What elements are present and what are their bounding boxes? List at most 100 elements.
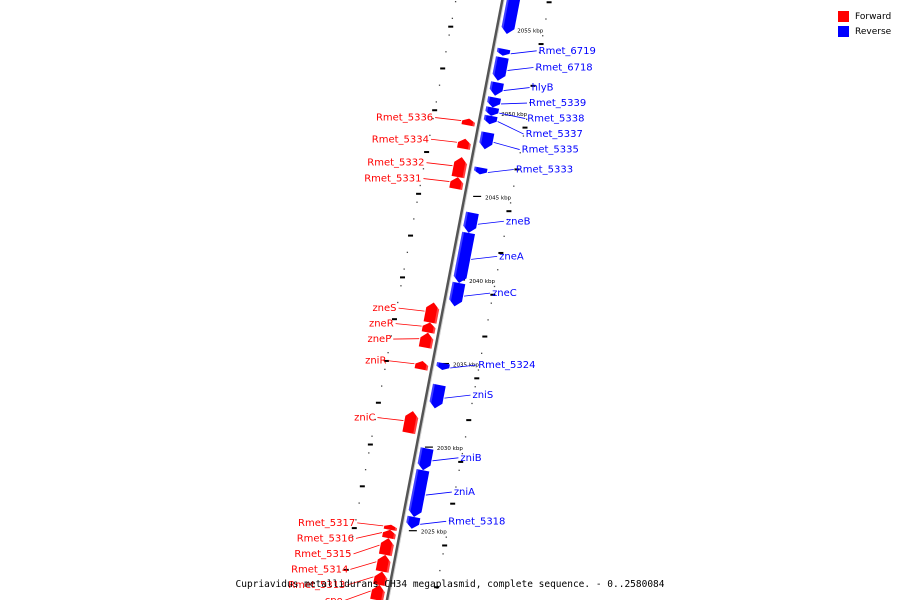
gene-label-leader	[471, 255, 498, 260]
gene-label: Rmet_5313	[288, 580, 345, 591]
scale-tick-label: 2030 kbp	[437, 446, 463, 452]
major-tick	[416, 192, 422, 195]
scale-tick-label: 2035 kbp	[453, 363, 479, 369]
minor-tick	[358, 502, 360, 504]
gene-label: Rmet_5316	[297, 533, 354, 544]
gene-Rmet_5316	[382, 529, 396, 540]
gene-label-leader	[357, 522, 384, 527]
gene-zniR	[414, 361, 429, 371]
gene-zniC	[402, 411, 419, 435]
minor-tick	[461, 452, 464, 455]
gene-shade	[478, 131, 484, 149]
minor-tick	[429, 134, 431, 137]
gene-label-leader	[398, 307, 425, 312]
major-tick	[359, 485, 365, 488]
minor-tick	[397, 301, 399, 304]
minor-tick	[487, 319, 489, 321]
minor-tick	[464, 436, 467, 438]
minor-tick	[490, 302, 492, 304]
gene-shade	[467, 139, 472, 150]
minor-tick	[445, 536, 447, 538]
minor-tick	[400, 285, 402, 287]
gene-label: zniS	[472, 390, 493, 401]
scale-tick-label: 2055 kbp	[517, 28, 543, 34]
gene-shade	[434, 303, 441, 324]
gene-zneP	[418, 332, 434, 349]
minor-tick	[445, 51, 447, 53]
minor-tick	[432, 117, 434, 120]
gene-zneC	[449, 281, 466, 307]
gene-label: Rmet_5331	[364, 174, 421, 185]
gene-label: Rmet_6718	[535, 63, 592, 74]
gene-label-leader	[432, 457, 459, 462]
gene-label: Rmet_5324	[478, 360, 535, 371]
gene-label-leader	[355, 532, 383, 539]
gene-zniS	[429, 383, 446, 409]
major-tick	[514, 168, 520, 171]
major-tick	[482, 335, 488, 338]
minor-tick	[364, 468, 367, 471]
gene-label: Rmet_6719	[539, 46, 596, 57]
backbone-highlight	[388, 0, 505, 600]
legend-forward-label: Forward	[855, 11, 892, 22]
gene-shade	[381, 585, 386, 600]
gene-shade	[407, 469, 419, 517]
gene-shade	[383, 572, 389, 587]
minor-tick	[451, 17, 454, 20]
gene-label: zneP	[367, 334, 391, 345]
minor-tick	[403, 268, 405, 270]
minor-tick	[368, 452, 370, 454]
major-tick	[383, 359, 389, 362]
major-tick	[440, 67, 446, 70]
gene-label-leader	[347, 576, 374, 586]
gene-label-leader	[477, 220, 504, 225]
scale-tick-label: 2025 kbp	[421, 530, 447, 536]
gene-shade	[435, 362, 440, 370]
gene-shade	[484, 106, 489, 116]
gene-Rmet_5337	[483, 114, 498, 125]
gene-label: Rmet_5338	[527, 114, 584, 125]
backbone-line	[385, 0, 505, 600]
major-tick	[498, 251, 504, 254]
gene-label: zneA	[499, 251, 524, 262]
minor-tick	[448, 519, 451, 522]
gene-zniA	[408, 469, 430, 517]
gene-shade	[460, 177, 465, 191]
gene-label-leader	[493, 141, 520, 150]
gene-Rmet_6719	[496, 47, 511, 56]
minor-tick	[477, 369, 480, 371]
gene-label-leader	[464, 292, 491, 297]
minor-tick	[458, 469, 460, 471]
major-tick	[474, 377, 480, 380]
gene-label: zneR	[369, 319, 394, 330]
legend-item-forward: Forward	[838, 9, 891, 24]
minor-tick	[513, 185, 515, 187]
minor-tick	[374, 418, 376, 421]
minor-tick	[455, 486, 457, 488]
gene-label: zniA	[454, 487, 475, 498]
gene-zneB	[463, 211, 479, 233]
major-tick	[432, 109, 438, 112]
gene-shade	[486, 96, 491, 107]
gene-Rmet_5333	[474, 166, 488, 175]
minor-tick	[535, 68, 537, 70]
gene-label-leader	[499, 112, 526, 119]
legend-item-reverse: Reverse	[838, 24, 891, 39]
minor-tick	[542, 35, 544, 37]
minor-tick	[481, 352, 483, 354]
gene-shade	[483, 114, 487, 124]
gene-features	[370, 0, 521, 600]
minor-tick	[435, 101, 437, 103]
gene-Rmet_5331	[449, 177, 464, 190]
gene-label-leader	[420, 520, 447, 525]
gene-label: zniB	[460, 453, 481, 464]
gene-label-leader	[487, 169, 514, 173]
gene-shade	[491, 56, 498, 80]
gene-label: Rmet_5339	[529, 98, 586, 109]
major-tick	[458, 460, 464, 463]
major-tick	[522, 126, 528, 129]
gene-shade	[429, 333, 435, 349]
gene-Rmet_5313	[373, 571, 388, 587]
gene-Rmet_5334	[457, 138, 471, 150]
